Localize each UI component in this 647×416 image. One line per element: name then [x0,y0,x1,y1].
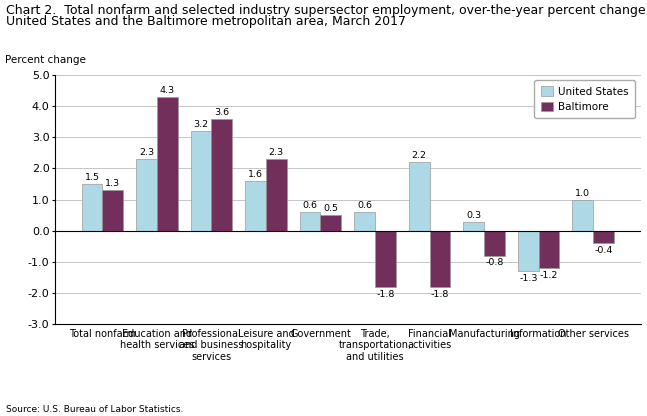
Text: -0.4: -0.4 [595,246,613,255]
Bar [320,215,341,231]
Bar [300,212,320,231]
Bar [266,159,287,231]
Bar [191,131,212,231]
Text: 0.3: 0.3 [466,210,481,220]
Text: 4.3: 4.3 [160,86,175,95]
Text: 2.2: 2.2 [411,151,427,160]
Text: -0.8: -0.8 [485,258,503,267]
Text: Source: U.S. Bureau of Labor Statistics.: Source: U.S. Bureau of Labor Statistics. [6,405,184,414]
Text: 2.3: 2.3 [139,148,154,157]
Text: Chart 2.  Total nonfarm and selected industry supersector employment, over-the-y: Chart 2. Total nonfarm and selected indu… [6,4,647,17]
Text: 1.5: 1.5 [85,173,100,182]
Bar [375,231,396,287]
Text: 1.6: 1.6 [248,170,263,179]
Text: 0.6: 0.6 [357,201,372,210]
Bar [102,190,123,231]
Text: 1.0: 1.0 [575,189,590,198]
Text: 0.6: 0.6 [303,201,318,210]
Bar [573,200,593,231]
Bar [212,119,232,231]
Bar [82,184,102,231]
Text: -1.2: -1.2 [540,271,558,280]
Text: United States and the Baltimore metropolitan area, March 2017: United States and the Baltimore metropol… [6,15,406,27]
Bar [593,231,614,243]
Bar [245,181,266,231]
Text: 3.6: 3.6 [214,108,229,116]
Text: -1.8: -1.8 [431,290,449,299]
Text: -1.8: -1.8 [376,290,395,299]
Text: 1.3: 1.3 [105,179,120,188]
Text: Percent change: Percent change [5,55,86,65]
Legend: United States, Baltimore: United States, Baltimore [534,80,635,118]
Bar [463,221,484,231]
Bar [157,97,177,231]
Bar [136,159,157,231]
Text: -1.3: -1.3 [519,274,538,283]
Bar [539,231,560,268]
Bar [355,212,375,231]
Bar [518,231,539,271]
Bar [430,231,450,287]
Text: 0.5: 0.5 [324,204,338,213]
Bar [484,231,505,256]
Text: 3.2: 3.2 [193,120,208,129]
Bar [409,162,430,231]
Text: 2.3: 2.3 [269,148,284,157]
